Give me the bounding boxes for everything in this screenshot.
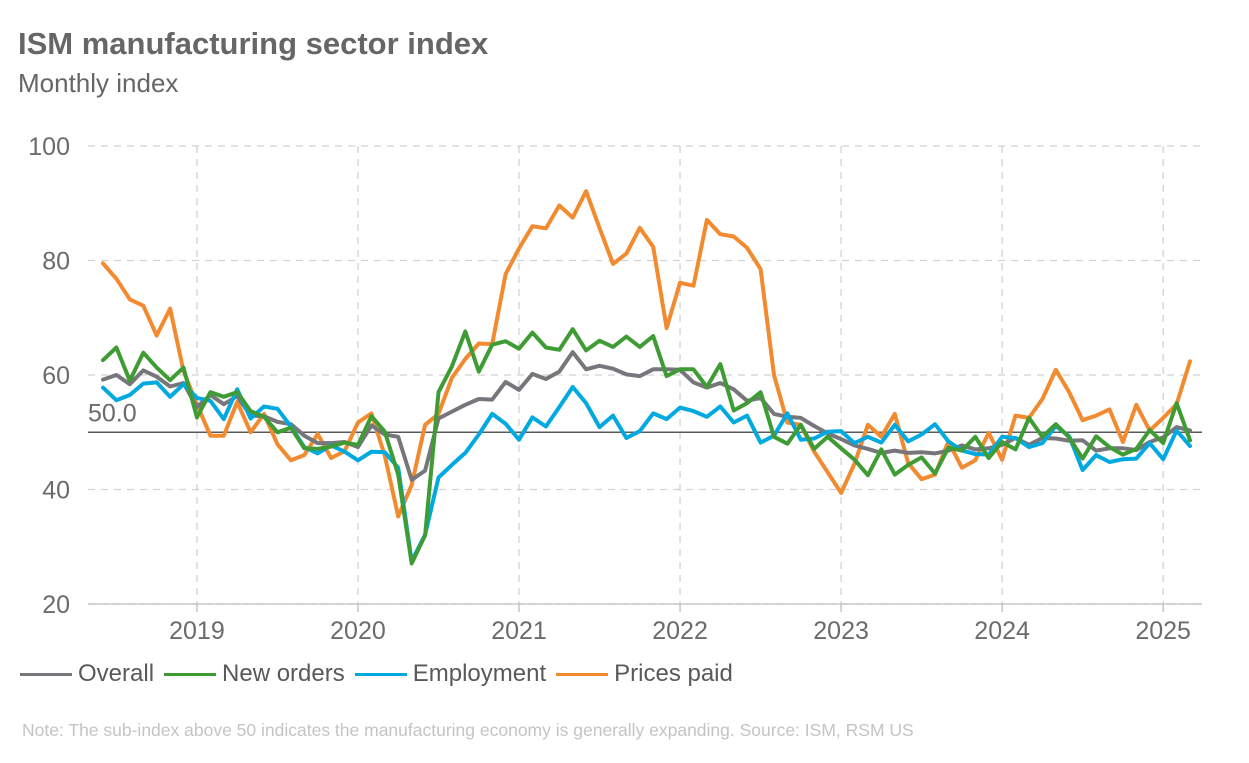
grid (88, 145, 1202, 612)
legend-swatch-new-orders (164, 672, 217, 676)
series-line-employment (101, 380, 1192, 564)
reference-line-label: 50.0 (88, 399, 137, 427)
legend-swatch-prices-paid (556, 672, 609, 676)
source-note: Note: The sub-index above 50 indicates t… (22, 720, 914, 740)
legend-label-prices-paid: Prices paid (614, 660, 733, 687)
x-tick-label-2023: 2023 (813, 617, 869, 645)
legend-item-overall: Overall (20, 660, 154, 688)
legend-label-new-orders: New orders (222, 660, 345, 687)
series-line-overall (101, 350, 1192, 482)
y-tick-label-20: 20 (42, 591, 70, 619)
y-tick-label-40: 40 (42, 477, 70, 505)
x-tick-label-2022: 2022 (652, 617, 708, 645)
y-tick-label-100: 100 (28, 133, 70, 161)
x-tick-label-2024: 2024 (974, 617, 1030, 645)
x-tick-label-2021: 2021 (491, 617, 547, 645)
legend-label-employment: Employment (412, 660, 547, 687)
x-axis-labels: 2019 2020 2021 2022 2023 2024 2025 (169, 617, 1191, 645)
legend-item-new-orders: New orders (164, 660, 345, 688)
x-tick-label-2020: 2020 (330, 617, 386, 645)
series-line-new-orders (101, 327, 1192, 566)
x-tick-label-2019: 2019 (169, 617, 225, 645)
series-group (101, 189, 1192, 566)
legend: Overall New orders Employment Prices paid (20, 660, 743, 688)
legend-swatch-employment (354, 672, 407, 676)
y-tick-label-60: 60 (42, 362, 70, 390)
legend-swatch-overall (20, 672, 72, 676)
y-axis-labels: 20 40 60 80 100 (28, 133, 70, 619)
legend-label-overall: Overall (78, 660, 155, 687)
chart-subtitle: Monthly index (18, 68, 179, 98)
legend-item-employment: Employment (354, 660, 547, 688)
legend-item-prices-paid: Prices paid (556, 660, 733, 688)
chart-title: ISM manufacturing sector index (18, 26, 489, 61)
y-tick-label-80: 80 (42, 248, 70, 276)
x-tick-label-2025: 2025 (1135, 617, 1191, 645)
series-line-prices-paid (101, 189, 1192, 519)
